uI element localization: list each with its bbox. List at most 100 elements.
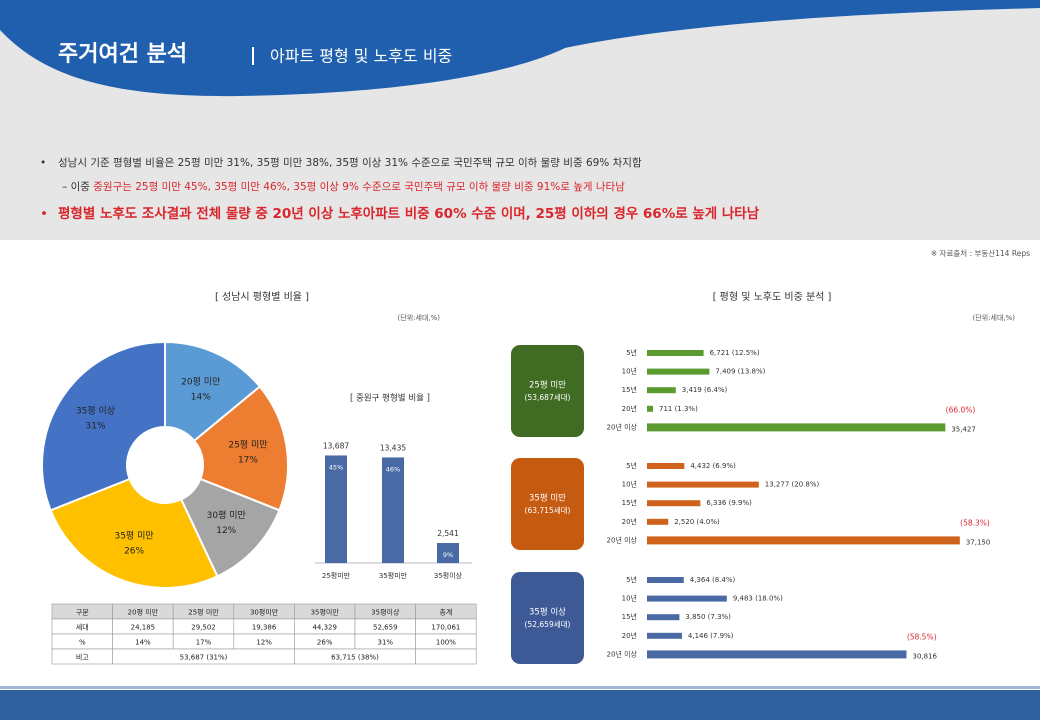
footer-line [0, 686, 1040, 689]
group-note: (52,659세대) [525, 620, 571, 629]
bullet-segment: 평형별 노후도 조사결과 전체 물량 중 20년 이상 노후아파트 비중 60%… [58, 205, 760, 222]
donut-segment [179, 477, 281, 578]
table-text: 30평미만 [250, 608, 279, 617]
group-name: 25평 미만 [529, 380, 566, 391]
bar-value: 7,409 (13.8%) [715, 368, 765, 376]
x-tick-label: 25평미만 [322, 571, 351, 580]
chart-unit: (단위:세대,%) [398, 313, 441, 322]
table-text: 35평미만 [311, 608, 340, 617]
row-label: 20년 이상 [607, 649, 638, 658]
segment-label: 25평 미만 [228, 439, 267, 450]
table-text: 19,386 [252, 624, 277, 632]
bar-value: 6,721 (12.5%) [710, 349, 760, 357]
bar-value: 4,432 (6.9%) [690, 462, 736, 470]
row-label: 5년 [626, 575, 637, 584]
row-label: 10년 [622, 480, 637, 489]
bar [647, 500, 701, 507]
bar [647, 577, 684, 583]
bar [325, 455, 347, 563]
chart-unit: (단위:세대,%) [973, 313, 1016, 322]
table-text: 17% [196, 639, 212, 647]
table-text: 14% [135, 639, 151, 647]
donut-segment [192, 385, 289, 512]
donut-segment [164, 340, 262, 443]
row-label: 20년 [622, 404, 637, 413]
title-divider [252, 47, 254, 65]
bar-value: 9,483 (18.0%) [733, 595, 783, 603]
bar-value: 4,364 (8.4%) [690, 576, 736, 584]
bar-value: 3,419 (6.4%) [682, 386, 728, 394]
bar [647, 595, 727, 602]
table-text: % [79, 639, 86, 647]
group-box [511, 572, 584, 664]
bar [647, 405, 653, 412]
bar [647, 481, 759, 488]
table-text: 170,061 [431, 624, 460, 632]
segment-value: 14% [191, 392, 211, 402]
table-text: 20평 미만 [128, 608, 159, 617]
bar [647, 632, 682, 639]
chart-title: [ 평형 및 노후도 비중 분석 ] [713, 291, 832, 303]
bar-value: 13,687 [323, 441, 349, 450]
row-label: 10년 [622, 594, 637, 603]
x-tick-label: 35평이상 [434, 571, 463, 580]
group-name: 35평 미만 [529, 493, 566, 504]
table-text: 35평이상 [371, 608, 400, 617]
highlight-label: (66.0%) [946, 405, 976, 414]
table-text: 구분 [76, 609, 89, 617]
row-label: 10년 [622, 367, 637, 376]
segment-label: 20평 미만 [181, 376, 220, 387]
highlight-label: (58.3%) [960, 518, 990, 527]
donut-segment [41, 340, 166, 512]
table-text: 12% [256, 639, 272, 647]
bar-value: 6,336 (9.9%) [706, 499, 752, 507]
group-name: 35평 이상 [529, 607, 566, 618]
page-title: 주거여건 분석 [58, 42, 187, 67]
bar-share: 9% [443, 551, 453, 559]
table-text: 세대 [76, 623, 89, 632]
table-text: 총계 [439, 608, 452, 617]
bullet-segment: 성남시 기준 평형별 비율은 25평 미만 31%, 35평 미만 38%, 3… [58, 156, 642, 169]
row-label: 20년 이상 [607, 422, 638, 431]
group-note: (53,687세대) [525, 393, 571, 402]
table-text: 24,185 [131, 624, 156, 632]
row-label: 20년 [622, 517, 637, 526]
header-shape [0, 0, 1040, 97]
bar [647, 650, 907, 659]
bullet-segment: 중원구는 25평 미만 45%, 35평 미만 46%, 35평 이상 9% 수… [93, 180, 625, 193]
donut-segment [49, 477, 219, 589]
table-text: 26% [317, 639, 333, 647]
x-tick-label: 35평미만 [379, 571, 408, 580]
table-text: 52,659 [373, 624, 398, 632]
segment-label: 35평 미만 [114, 531, 153, 542]
bar [647, 368, 710, 375]
bar-value: 4,146 (7.9%) [688, 632, 734, 640]
segment-label: 35평 이상 [76, 405, 115, 416]
group-box [511, 458, 584, 550]
table-text: 비고 [76, 653, 89, 662]
bar-value: 2,520 (4.0%) [674, 518, 720, 526]
bullet-text: – 이중 중원구는 25평 미만 45%, 35평 미만 46%, 35평 이상… [62, 180, 625, 193]
bar [647, 463, 685, 469]
bar-value: 3,850 (7.3%) [685, 613, 731, 621]
row-label: 5년 [626, 461, 637, 470]
bar-share: 46% [386, 465, 400, 473]
bullet-text: 성남시 기준 평형별 비율은 25평 미만 31%, 35평 미만 38%, 3… [58, 156, 642, 169]
table-cell [415, 648, 477, 665]
row-label: 15년 [622, 612, 637, 621]
chart-title: [ 중원구 평형별 비율 ] [350, 393, 430, 404]
bar [647, 350, 704, 356]
group-box [511, 345, 584, 437]
table-text: 100% [436, 639, 456, 647]
bar-value: 35,427 [951, 425, 976, 433]
bar-share: 45% [329, 463, 343, 471]
bar-value: 711 (1.3%) [659, 405, 698, 413]
bar [382, 457, 404, 563]
row-label: 20년 [622, 631, 637, 640]
table-text: 29,502 [191, 624, 216, 632]
bar [647, 387, 676, 394]
table-text: 31% [378, 639, 394, 647]
bullet-dot: • [40, 206, 48, 222]
group-note: (63,715세대) [525, 506, 571, 515]
